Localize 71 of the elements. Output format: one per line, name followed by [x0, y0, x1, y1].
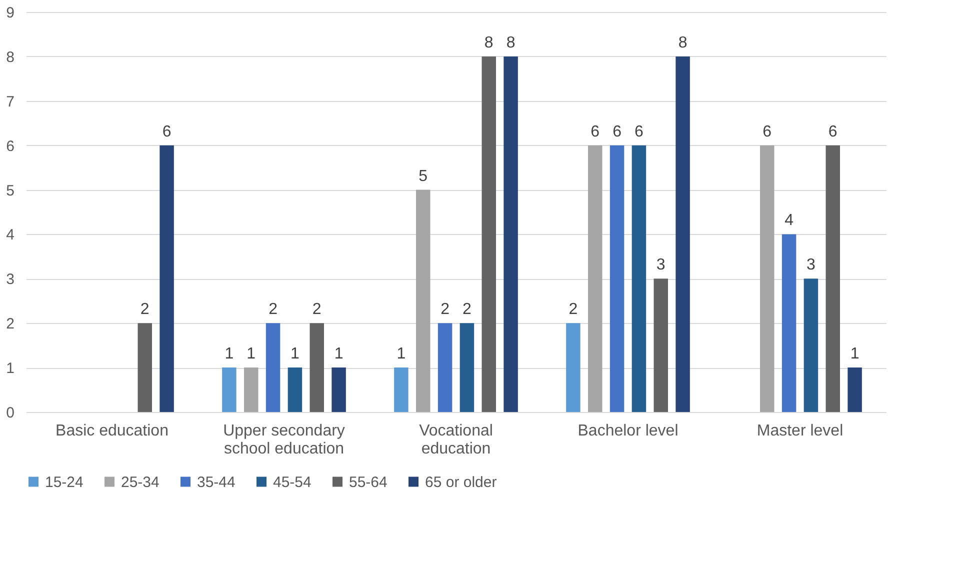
bar: [588, 145, 602, 412]
bar: [138, 323, 152, 412]
bar: [826, 145, 840, 412]
bar: [394, 368, 408, 412]
y-tick-label: 9: [6, 4, 14, 22]
bar: [438, 323, 452, 412]
bar: [310, 323, 324, 412]
data-label: 8: [506, 34, 516, 52]
y-tick-label: 2: [6, 316, 14, 333]
x-tick-label: Master level: [756, 422, 844, 440]
data-label: 2: [568, 301, 578, 318]
data-label: 1: [246, 346, 256, 363]
data-label: 2: [140, 301, 150, 318]
bar: [416, 190, 430, 412]
data-label: 6: [762, 123, 772, 140]
data-label: 2: [440, 301, 450, 318]
bar: [804, 278, 818, 412]
bar: [654, 278, 668, 412]
bar: [760, 145, 774, 412]
data-label: 1: [850, 346, 860, 363]
bar: [676, 56, 690, 412]
legend-label: 55-64: [349, 474, 388, 491]
data-label: 1: [396, 346, 406, 363]
data-label: 3: [656, 256, 666, 274]
data-label: 2: [462, 301, 472, 318]
y-tick-label: 4: [6, 226, 14, 244]
bar: [504, 56, 518, 412]
y-tick-label: 7: [6, 93, 14, 110]
y-tick-label: 5: [6, 182, 14, 200]
data-label: 6: [828, 123, 838, 140]
x-tick-label: Bachelor level: [578, 422, 678, 440]
y-tick-label: 6: [6, 138, 14, 155]
bar: [566, 323, 580, 412]
bar: [848, 368, 862, 412]
y-tick-label: 1: [6, 360, 14, 378]
bar: [782, 234, 796, 412]
bar: [610, 145, 624, 412]
data-label: 6: [162, 123, 172, 140]
bar: [266, 323, 280, 412]
data-label: 2: [312, 301, 322, 318]
data-label: 1: [224, 346, 234, 363]
data-label: 8: [484, 34, 494, 52]
data-label: 4: [784, 212, 794, 230]
data-label: 8: [678, 34, 688, 52]
y-tick-label: 8: [6, 48, 14, 66]
data-label: 2: [268, 301, 278, 318]
bar: [632, 145, 646, 412]
data-label: 6: [590, 123, 600, 140]
x-tick-label: Vocational education: [419, 422, 493, 458]
legend-label: 15-24: [45, 474, 84, 491]
y-tick-label: 0: [6, 404, 14, 422]
bar: [160, 145, 174, 412]
data-label: 1: [290, 346, 300, 363]
x-tick-label: Basic education: [56, 422, 168, 440]
bar: [244, 368, 258, 412]
legend-label: 45-54: [273, 474, 312, 491]
legend-label: 65 or older: [425, 474, 497, 491]
data-label: 5: [418, 168, 428, 185]
x-tick-label: Upper secondary school education: [223, 422, 345, 458]
legend-label: 35-44: [197, 474, 236, 491]
legend-label: 25-34: [121, 474, 160, 491]
data-label: 6: [634, 123, 644, 140]
bar: [332, 368, 346, 412]
data-label: 6: [612, 123, 622, 140]
bar: [460, 323, 474, 412]
bar: [482, 56, 496, 412]
bar: [222, 368, 236, 412]
y-tick-label: 3: [6, 271, 14, 288]
bar: [288, 368, 302, 412]
data-label: 3: [806, 256, 816, 274]
data-label: 1: [334, 346, 344, 363]
